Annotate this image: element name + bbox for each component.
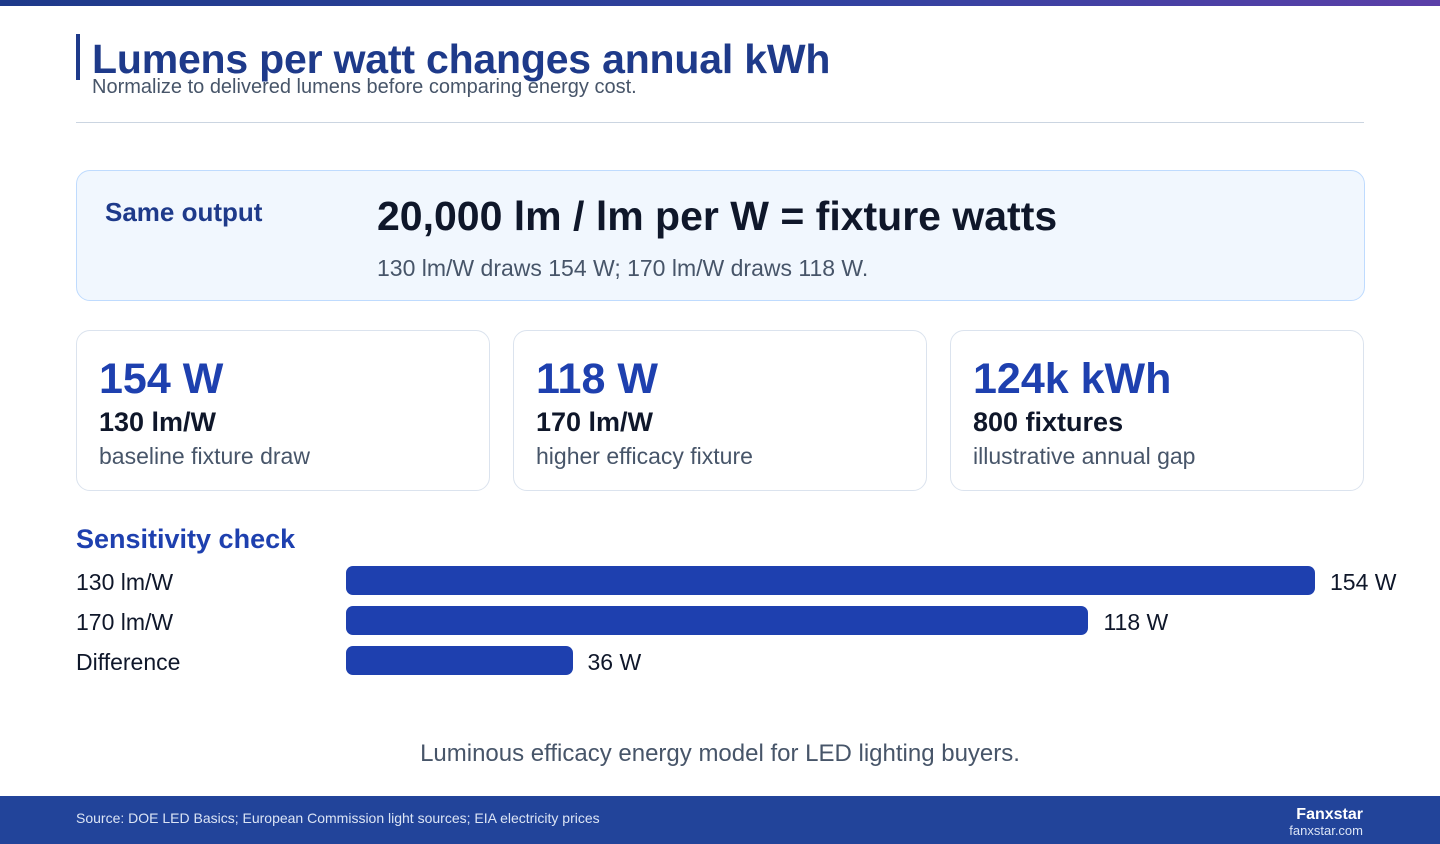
stat-value: 124k kWh <box>973 355 1172 403</box>
stat-description: baseline fixture draw <box>99 443 310 469</box>
bar-value-label: 36 W <box>587 649 642 675</box>
bar-label: Difference <box>76 649 181 675</box>
caption: Luminous efficacy energy model for LED l… <box>420 740 1020 767</box>
formula-note: 130 lm/W draws 154 W; 170 lm/W draws 118… <box>377 255 869 281</box>
bar-label: 130 lm/W <box>76 569 174 595</box>
footer-brand: Fanxstar <box>1296 806 1363 823</box>
bar-value-label: 154 W <box>1330 569 1397 595</box>
stat-label: 170 lm/W <box>536 407 654 437</box>
bar-fill <box>346 646 573 675</box>
stat-label: 800 fixtures <box>973 407 1124 437</box>
bar-value-label: 118 W <box>1103 609 1169 635</box>
top-accent-strip <box>0 0 1440 6</box>
formula-card: Same output 20,000 lm / lm per W = fixtu… <box>76 170 1365 301</box>
bar-track <box>346 646 1315 676</box>
bar-track <box>346 606 1315 636</box>
sensitivity-row-difference: Difference 36 W <box>76 646 1416 676</box>
sensitivity-row-130: 130 lm/W 154 W <box>76 566 1416 596</box>
page-subtitle: Normalize to delivered lumens before com… <box>92 76 637 98</box>
stat-card-annual-gap: 124k kWh 800 fixtures illustrative annua… <box>950 330 1364 491</box>
title-accent-bar <box>76 34 80 80</box>
sensitivity-row-170: 170 lm/W 118 W <box>76 606 1416 636</box>
stat-label: 130 lm/W <box>99 407 217 437</box>
page-title: Lumens per watt changes annual kWh <box>92 36 831 82</box>
formula-equation: 20,000 lm / lm per W = fixture watts <box>377 193 1058 239</box>
stat-value: 154 W <box>99 355 224 403</box>
footer-source: Source: DOE LED Basics; European Commiss… <box>76 810 600 826</box>
stat-value: 118 W <box>536 355 658 403</box>
bar-label: 170 lm/W <box>76 609 174 635</box>
bar-fill <box>346 566 1315 595</box>
stat-card-baseline: 154 W 130 lm/W baseline fixture draw <box>76 330 490 491</box>
stat-card-high-efficacy: 118 W 170 lm/W higher efficacy fixture <box>513 330 927 491</box>
stat-description: higher efficacy fixture <box>536 443 753 469</box>
bar-fill <box>346 606 1089 635</box>
stat-description: illustrative annual gap <box>973 443 1196 469</box>
bar-track <box>346 566 1315 596</box>
footer-url[interactable]: fanxstar.com <box>1289 823 1363 838</box>
sensitivity-title: Sensitivity check <box>76 524 296 554</box>
footer: Source: DOE LED Basics; European Commiss… <box>0 796 1440 844</box>
header-divider <box>76 122 1364 123</box>
formula-label: Same output <box>105 197 263 227</box>
